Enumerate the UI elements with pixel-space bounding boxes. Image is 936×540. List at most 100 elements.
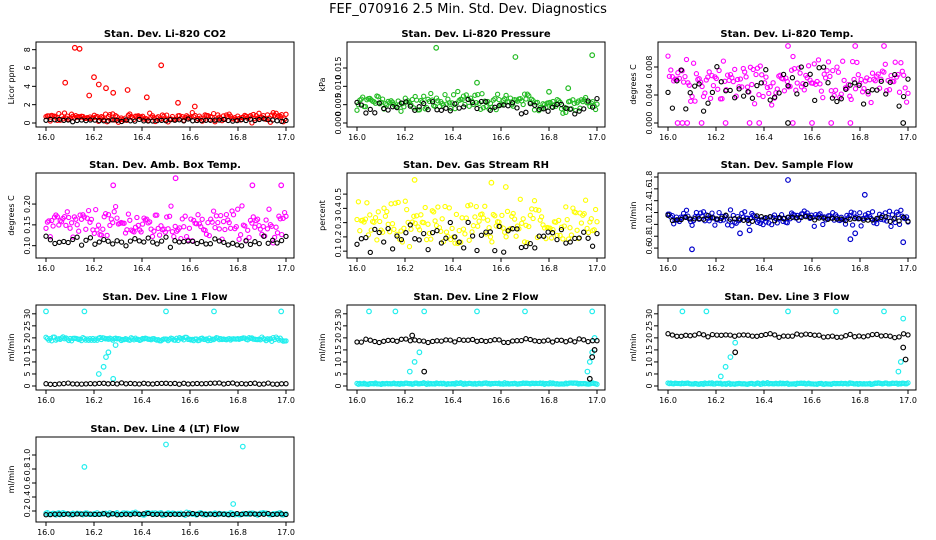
data-point [43, 381, 49, 387]
data-point [261, 381, 267, 387]
data-point [887, 218, 893, 225]
data-point [165, 226, 171, 232]
data-point [718, 332, 724, 338]
data-point [123, 243, 129, 249]
data-point [705, 212, 711, 219]
data-point [700, 216, 707, 222]
data-point [283, 511, 289, 518]
x-tick-label: 16.8 [851, 133, 869, 142]
data-point [682, 73, 688, 80]
outlier-point [474, 308, 480, 315]
data-point [487, 337, 493, 344]
data-point [665, 212, 671, 218]
data-point [751, 101, 758, 107]
data-point [252, 224, 258, 230]
data-point [805, 63, 812, 69]
data-point [776, 214, 782, 221]
y-axis-label: ml/min [318, 334, 327, 362]
x-tick-label: 16.8 [851, 264, 869, 273]
data-point [585, 235, 591, 241]
data-point [816, 65, 822, 71]
y-tick-label: 30 [334, 309, 343, 319]
data-point [753, 71, 759, 78]
outlier-point [679, 308, 686, 315]
data-point [428, 236, 434, 242]
data-point [150, 381, 156, 387]
data-point [480, 105, 487, 111]
data-point [190, 238, 196, 244]
y-tick-label: 15 [645, 345, 654, 355]
data-point [700, 332, 707, 338]
data-point [507, 95, 514, 101]
data-point [132, 118, 138, 124]
data-point [494, 91, 501, 97]
y-tick-label: 1.0 [23, 449, 32, 462]
outlier-point [105, 349, 112, 356]
outlier-point [591, 347, 598, 353]
data-point [692, 83, 698, 89]
data-point [794, 91, 800, 97]
data-point [732, 95, 738, 101]
data-point [744, 84, 751, 90]
x-tick-label: 16.6 [181, 264, 199, 273]
data-point [825, 80, 831, 86]
data-point [582, 94, 589, 101]
data-point [207, 241, 214, 247]
data-point [111, 209, 117, 215]
data-point [70, 381, 76, 387]
data-point [822, 75, 829, 81]
data-point [379, 96, 386, 102]
data-point [446, 100, 452, 106]
panel-title: Stan. Dev. Line 3 Flow [724, 292, 849, 303]
data-point [594, 219, 600, 225]
panel-rh: Stan. Dev. Gas Stream RH 16.0 16.2 16.4 16.6… [318, 160, 606, 273]
data-point [425, 221, 431, 227]
data-point [210, 208, 217, 214]
data-point [476, 218, 482, 224]
outlier-point [828, 120, 835, 126]
data-point [465, 203, 471, 209]
data-point [767, 97, 773, 103]
data-point [881, 69, 887, 75]
x-tick-label: 16.4 [755, 133, 773, 142]
data-point [247, 241, 254, 248]
data-point [91, 230, 97, 237]
data-point [883, 332, 889, 339]
data-point [196, 221, 203, 227]
outlier-point [684, 120, 691, 126]
data-point [794, 80, 800, 86]
data-point [372, 110, 378, 116]
data-point [278, 237, 285, 244]
data-point [114, 215, 120, 221]
data-point [252, 380, 258, 386]
data-point [169, 229, 176, 235]
data-point [389, 221, 396, 227]
data-point [256, 240, 262, 247]
data-point [195, 212, 201, 218]
data-point [810, 80, 816, 86]
data-point [666, 73, 673, 80]
data-point [784, 220, 790, 226]
series-ref [354, 95, 600, 117]
data-point [461, 337, 467, 343]
data-point [362, 216, 369, 222]
data-point [705, 334, 711, 340]
data-point [842, 221, 849, 227]
data-point [501, 339, 507, 346]
data-point [869, 209, 876, 215]
data-point [412, 220, 418, 226]
data-point [223, 211, 230, 218]
data-point [110, 241, 116, 247]
data-point [118, 239, 125, 245]
data-point [381, 239, 387, 245]
data-point [758, 80, 764, 86]
data-point [705, 100, 711, 106]
data-point [812, 97, 818, 104]
data-point [514, 226, 520, 232]
data-point [696, 331, 702, 337]
data-point [92, 381, 98, 387]
data-point [125, 211, 132, 217]
outlier-point [86, 92, 93, 99]
data-point [398, 228, 404, 234]
data-point [163, 234, 169, 240]
